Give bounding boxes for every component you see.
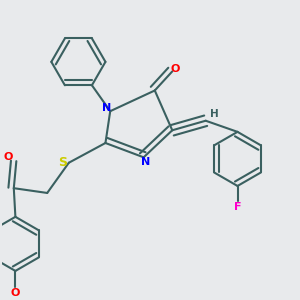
Text: H: H: [210, 109, 219, 119]
Text: N: N: [102, 103, 111, 113]
Text: O: O: [11, 288, 20, 298]
Text: O: O: [4, 152, 13, 162]
Text: O: O: [171, 64, 180, 74]
Text: S: S: [58, 156, 68, 169]
Text: F: F: [234, 202, 242, 212]
Text: N: N: [141, 157, 150, 167]
